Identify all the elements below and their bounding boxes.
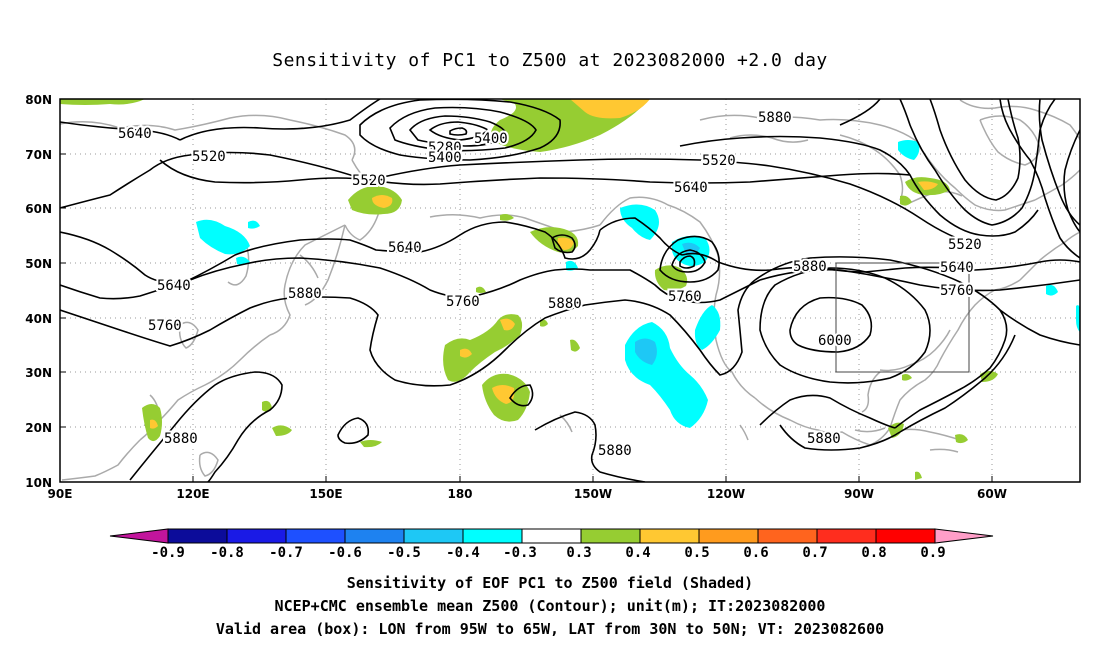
colorbar-segment <box>521 528 582 544</box>
colorbar-label: -0.4 <box>446 545 480 561</box>
contour-label: 5880 <box>164 431 198 447</box>
contour-label: 5880 <box>758 110 792 126</box>
lon-label: 180 <box>447 487 472 501</box>
colorbar-segment <box>639 528 700 544</box>
contour-label: 5640 <box>940 260 974 276</box>
colorbar-segment <box>226 528 287 544</box>
contour-label: 5640 <box>157 278 191 294</box>
lon-label: 150E <box>309 487 342 501</box>
colorbar-segment <box>403 528 464 544</box>
colorbar <box>109 528 994 544</box>
colorbar-label: 0.5 <box>684 545 709 561</box>
colorbar-label: -0.6 <box>328 545 362 561</box>
colorbar-label: 0.8 <box>861 545 886 561</box>
lon-label: 60W <box>977 487 1007 501</box>
colorbar-segment <box>580 528 641 544</box>
lat-label: 40N <box>25 312 52 326</box>
contour-label: 5640 <box>388 240 422 256</box>
colorbar-segment <box>344 528 405 544</box>
contour-label: 5640 <box>118 126 152 142</box>
colorbar-label: -0.7 <box>269 545 303 561</box>
lon-label: 120E <box>176 487 209 501</box>
colorbar-segment <box>816 528 877 544</box>
contour-label: 5880 <box>598 443 632 459</box>
contour-label: 5880 <box>807 431 841 447</box>
caption-contour: NCEP+CMC ensemble mean Z500 (Contour); u… <box>274 597 826 615</box>
lon-label: 120W <box>707 487 745 501</box>
colorbar-segment <box>285 528 346 544</box>
colorbar-segment <box>698 528 759 544</box>
lat-label: 30N <box>25 366 52 380</box>
contour-label: 5400 <box>474 131 508 147</box>
lat-label: 20N <box>25 421 52 435</box>
caption-shading: Sensitivity of EOF PC1 to Z500 field (Sh… <box>346 574 754 592</box>
contour-label: 5520 <box>192 149 226 165</box>
lat-label: 70N <box>25 148 52 162</box>
longitude-labels: 90E 120E 150E 180 150W 120W 90W 60W <box>48 487 1007 501</box>
colorbar-label: 0.3 <box>566 545 591 561</box>
contour-label: 5880 <box>288 286 322 302</box>
contour-label: 5760 <box>148 318 182 334</box>
positive-sensitivity-shading <box>60 99 998 480</box>
z500-contours <box>60 99 1080 482</box>
colorbar-label: -0.5 <box>387 545 421 561</box>
contour-label: 5760 <box>446 294 480 310</box>
lat-label: 80N <box>25 93 52 107</box>
axis-ticks <box>60 98 993 483</box>
contour-label: 5640 <box>674 180 708 196</box>
colorbar-label: 0.7 <box>802 545 827 561</box>
colorbar-labels: -0.9 -0.8 -0.7 -0.6 -0.5 -0.4 -0.3 0.3 0… <box>151 545 946 561</box>
colorbar-label: -0.3 <box>503 545 537 561</box>
lat-label: 10N <box>25 476 52 490</box>
lon-label: 90E <box>48 487 73 501</box>
colorbar-arrow-high <box>934 528 994 544</box>
contour-label: 6000 <box>818 333 852 349</box>
lat-label: 60N <box>25 202 52 216</box>
plot-title: Sensitivity of PC1 to Z500 at 2023082000… <box>272 50 828 71</box>
contour-label: 5760 <box>940 283 974 299</box>
colorbar-segment <box>757 528 818 544</box>
lon-label: 90W <box>844 487 874 501</box>
colorbar-segment <box>167 528 228 544</box>
contour-label: 5400 <box>428 150 462 166</box>
valid-area-box <box>835 262 970 373</box>
contour-label: 5520 <box>352 173 386 189</box>
colorbar-label: 0.4 <box>625 545 650 561</box>
contour-label: 5760 <box>668 289 702 305</box>
contour-label: 5520 <box>702 153 736 169</box>
map-frame <box>59 98 1081 483</box>
caption-valid-area: Valid area (box): LON from 95W to 65W, L… <box>215 620 885 638</box>
colorbar-segment <box>462 528 523 544</box>
contour-labels: 5640 5520 5520 5640 5640 5760 5880 5760 … <box>116 108 984 461</box>
lat-label: 50N <box>25 257 52 271</box>
colorbar-label: 0.6 <box>743 545 768 561</box>
negative-sensitivity-shading <box>196 140 1080 428</box>
contour-label: 5880 <box>548 296 582 312</box>
colorbar-segment <box>875 528 936 544</box>
contour-label: 5880 <box>793 259 827 275</box>
colorbar-label: 0.9 <box>920 545 945 561</box>
latitude-labels: 80N 70N 60N 50N 40N 30N 20N 10N <box>25 93 52 490</box>
lon-label: 150W <box>574 487 612 501</box>
contour-label: 5280 <box>428 140 462 156</box>
colorbar-arrow-low <box>109 528 169 544</box>
colorbar-label: -0.8 <box>210 545 244 561</box>
contour-label: 5520 <box>948 237 982 253</box>
colorbar-label: -0.9 <box>151 545 185 561</box>
